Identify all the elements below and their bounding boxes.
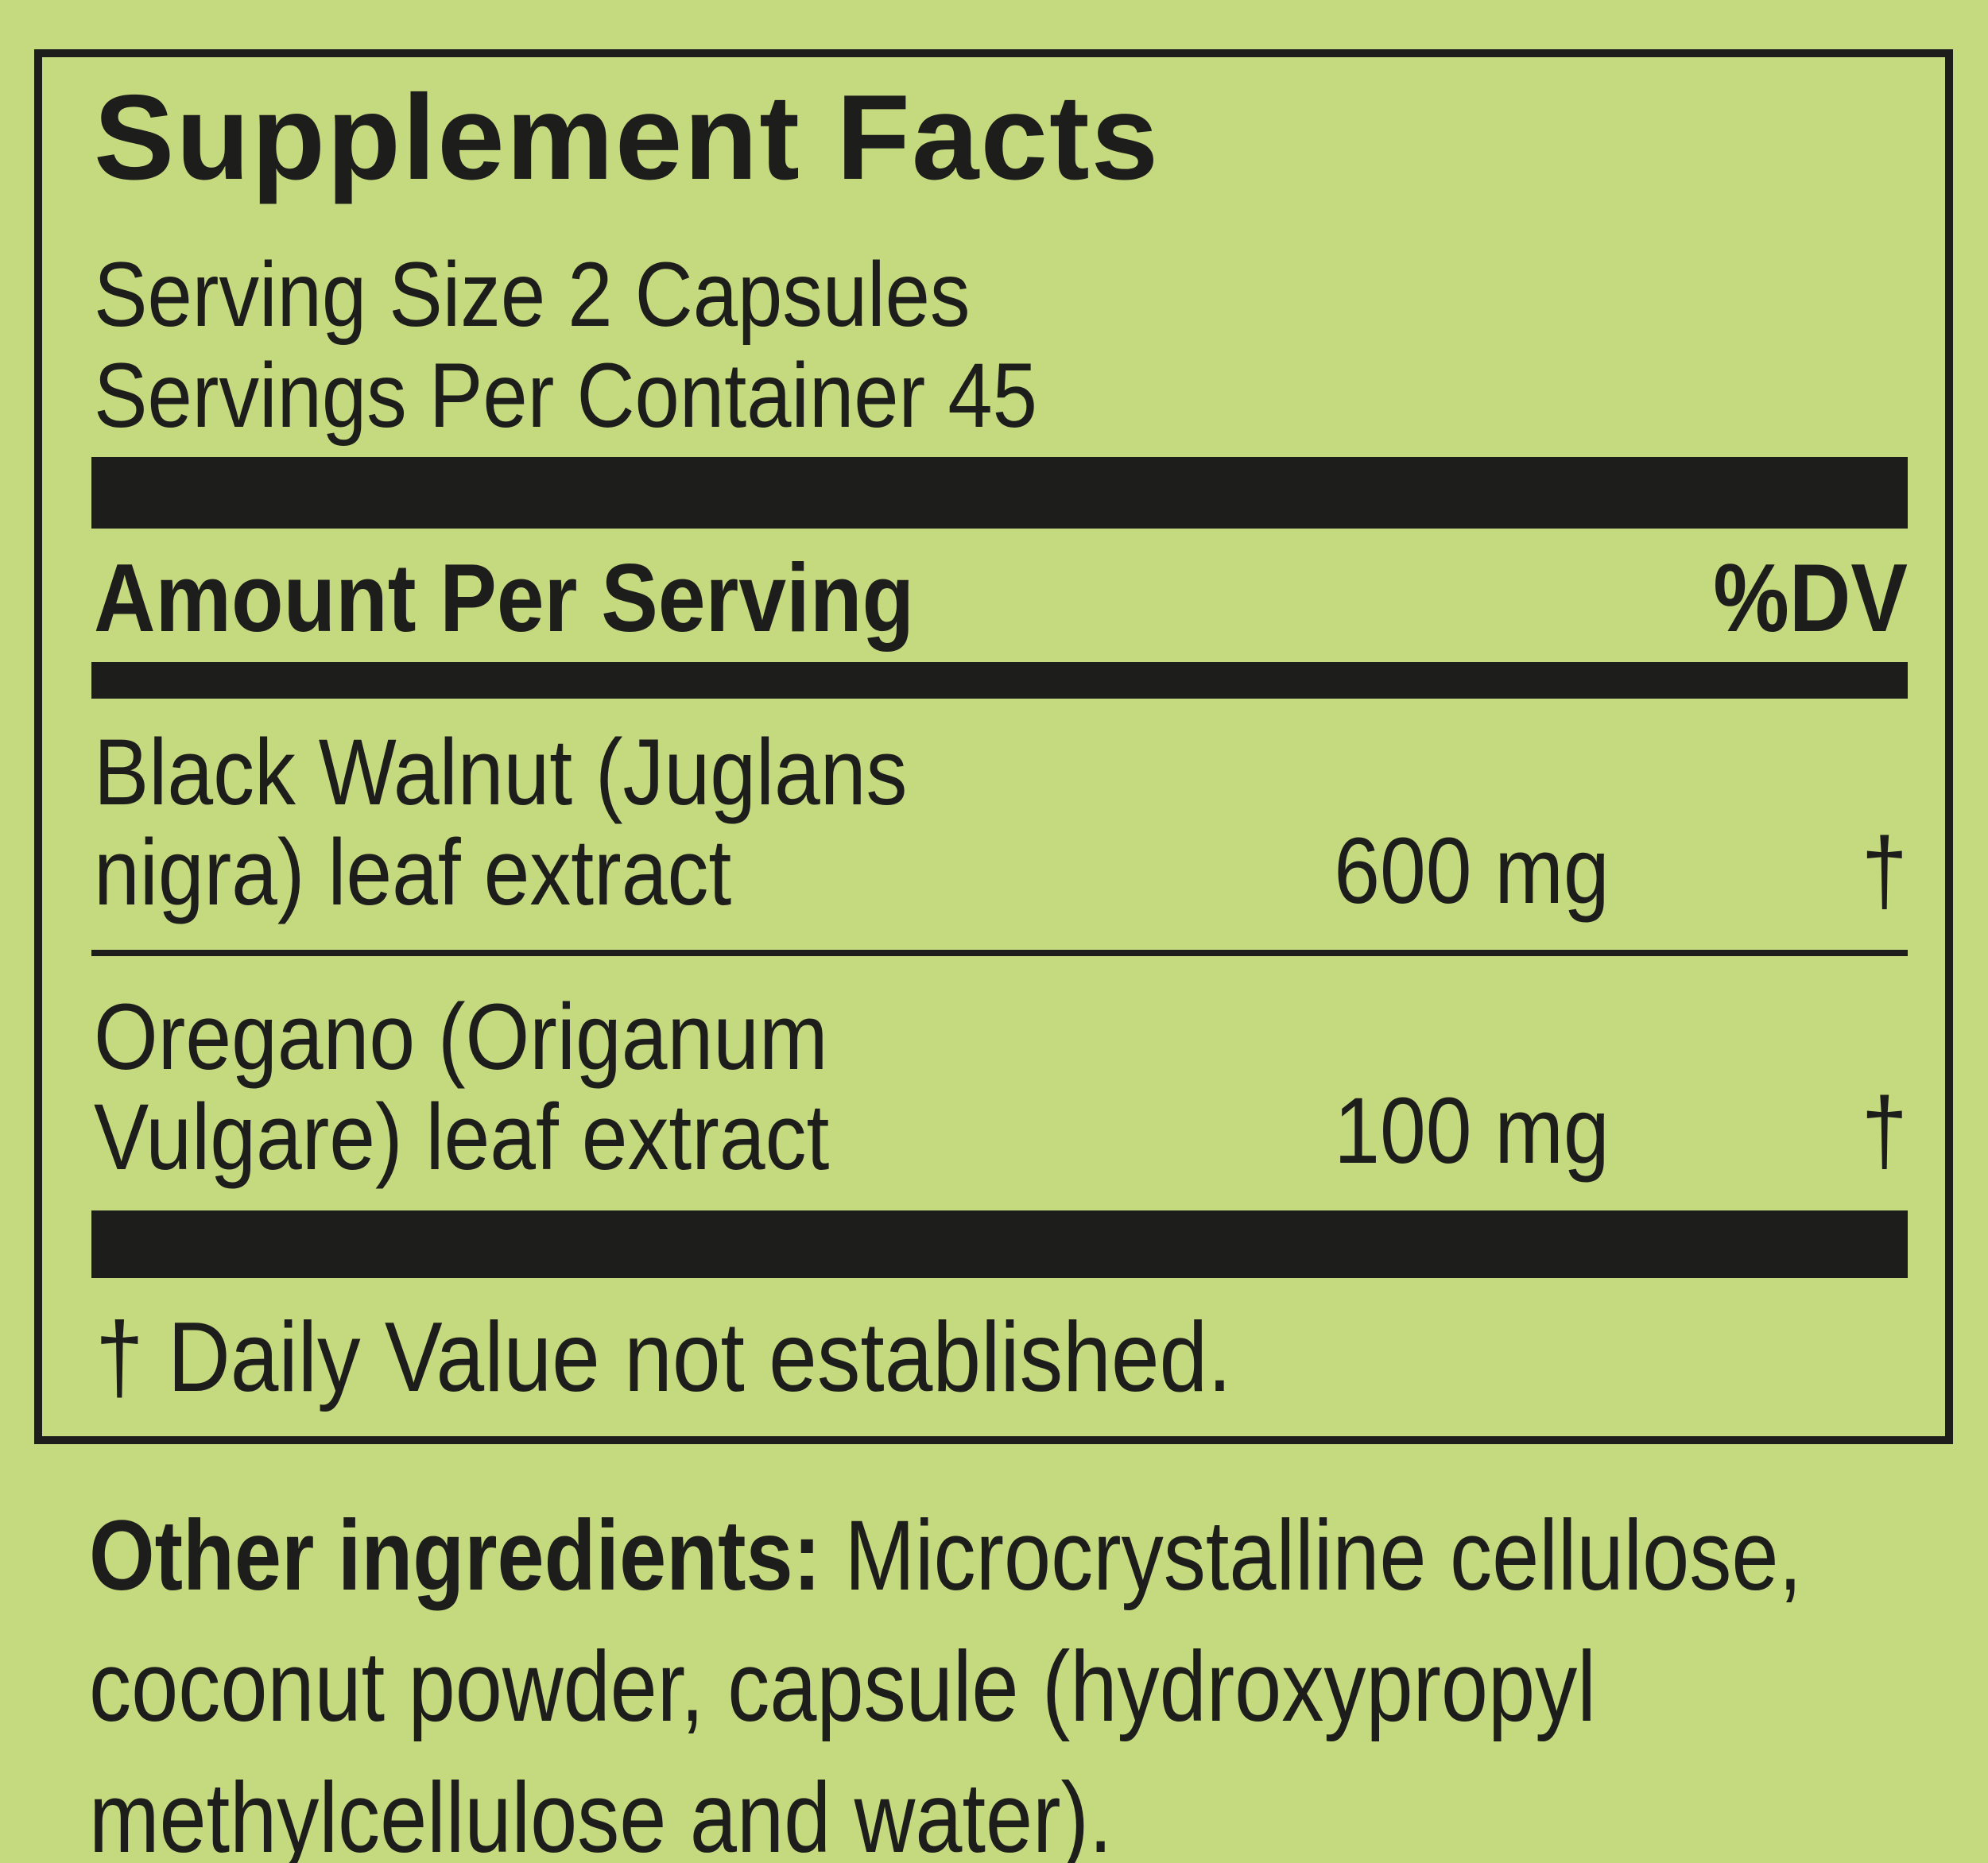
ingredient-name-line1: Oregano (Origanum: [94, 985, 828, 1090]
other-ingredients-line2: coconut powder, capsule (hydroxypropyl: [89, 1632, 1596, 1742]
ingredient-row-oregano-name: Oregano (Origanum Vulgare) leaf extract: [94, 987, 930, 1187]
facts-box-border: [34, 49, 1953, 1444]
serving-info: Serving Size 2 Capsules Servings Per Con…: [94, 245, 1166, 447]
daily-value-footnote-text: † Daily Value not established.: [95, 1303, 1232, 1412]
other-ingredients-line3: methylcellulose and water).: [89, 1763, 1113, 1863]
servings-per-container-line: Servings Per Container 45: [94, 345, 1037, 447]
amount-per-serving-text: Amount Per Serving: [94, 544, 915, 652]
thick-divider-bottom: [91, 1210, 1908, 1278]
ingredient-name-line1: Black Walnut (Juglans: [94, 720, 908, 825]
amount-per-serving-header: Amount Per Serving: [94, 546, 1026, 649]
other-ingredients-paragraph: Other ingredients: Microcrystalline cell…: [89, 1490, 1988, 1863]
ingredient-name-line2: Vulgare) leaf extract: [94, 1085, 830, 1190]
percent-dv-text: %DV: [1713, 544, 1908, 652]
facts-title-text: Supplement Facts: [94, 70, 1161, 205]
thick-divider-top: [91, 457, 1908, 529]
facts-title: Supplement Facts: [94, 70, 1161, 205]
daily-value-footnote: † Daily Value not established.: [95, 1305, 1386, 1410]
other-ingredients-line1: Other ingredients: Microcrystalline cell…: [89, 1490, 1802, 1621]
dagger-icon: †: [1862, 819, 1908, 924]
ingredient-row-black-walnut-name: Black Walnut (Juglans nigra) leaf extrac…: [94, 722, 1018, 923]
percent-dv-header: %DV: [1687, 546, 1908, 649]
other-ingredients-line1-rest: Microcrystalline cellulose,: [820, 1501, 1802, 1611]
ingredient-amount: 100 mg: [1334, 1079, 1610, 1183]
ingredient-name-line2: nigra) leaf extract: [94, 820, 732, 925]
serving-size-line: Serving Size 2 Capsules: [94, 244, 971, 346]
row-divider: [91, 950, 1908, 956]
dagger-icon: †: [1862, 1079, 1908, 1183]
other-ingredients-label: Other ingredients:: [89, 1501, 821, 1611]
ingredient-amount: 600 mg: [1334, 819, 1610, 924]
medium-divider: [91, 662, 1908, 699]
